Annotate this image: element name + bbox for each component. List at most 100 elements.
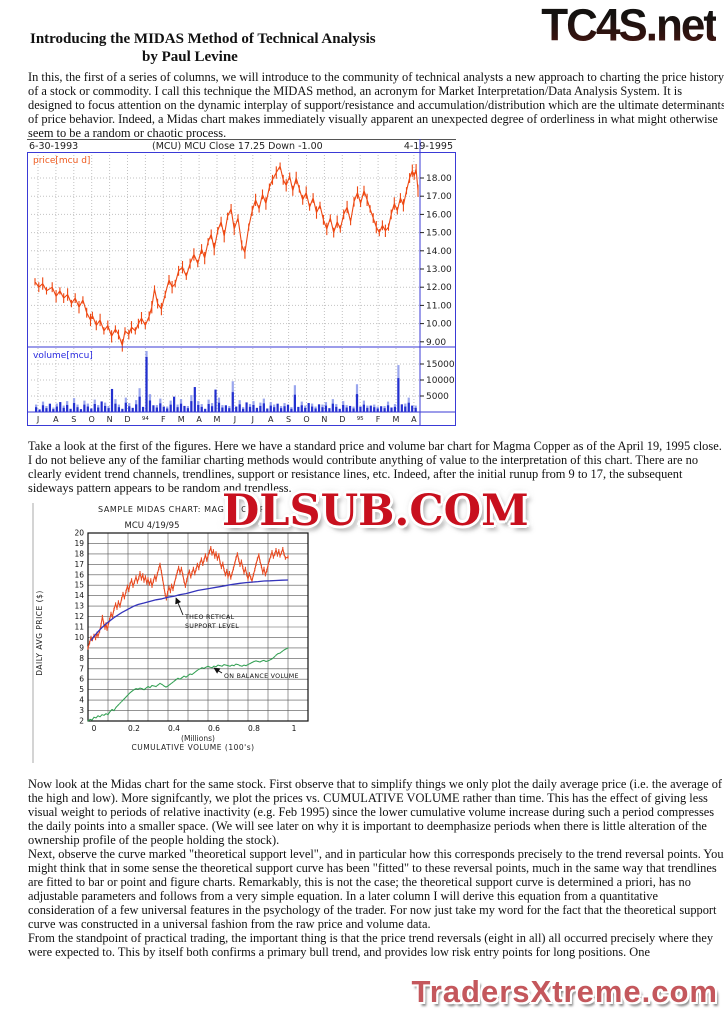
svg-text:6: 6	[79, 675, 84, 684]
svg-text:15: 15	[74, 581, 84, 590]
chart1-volume-bars	[35, 351, 417, 412]
svg-text:0.4: 0.4	[168, 724, 180, 733]
svg-text:5000: 5000	[426, 392, 449, 402]
svg-text:O: O	[89, 415, 95, 424]
svg-text:19: 19	[74, 539, 84, 548]
svg-text:13: 13	[74, 602, 84, 611]
svg-text:3: 3	[79, 706, 84, 715]
price-volume-chart: 6-30-1993 (MCU) MCU Close 17.25 Down -1.…	[27, 139, 456, 426]
svg-text:16.00: 16.00	[426, 210, 452, 220]
svg-text:18.00: 18.00	[426, 174, 452, 184]
midas-chart-series	[87, 546, 289, 722]
svg-text:17.00: 17.00	[426, 192, 452, 202]
midas-chart-svg: SAMPLE MIDAS CHART: MAGMA COPPER MCU 4/1…	[32, 503, 309, 763]
paragraph-first-figure: Take a look at the first of the figures.…	[28, 439, 722, 495]
svg-text:17: 17	[74, 560, 84, 569]
svg-text:18: 18	[74, 549, 84, 558]
annotation-text: SUPPORT LEVEL	[185, 623, 239, 630]
svg-text:12: 12	[74, 612, 84, 621]
svg-text:M: M	[178, 415, 185, 424]
svg-text:10.00: 10.00	[426, 320, 452, 330]
paragraph-intro: In this, the first of a series of column…	[28, 70, 724, 140]
svg-text:0.2: 0.2	[128, 724, 140, 733]
svg-text:F: F	[376, 415, 381, 424]
paragraph-support-curve: Next, observe the curve marked "theoreti…	[28, 847, 724, 931]
midas-chart: SAMPLE MIDAS CHART: MAGMA COPPER MCU 4/1…	[30, 503, 330, 765]
tc4s-logo: TC4S.net	[541, 0, 718, 51]
svg-text:1: 1	[292, 724, 297, 733]
svg-text:14.00: 14.00	[426, 247, 452, 257]
svg-text:10: 10	[74, 633, 84, 642]
chart1-price-pane-label: price[mcu d]	[33, 156, 90, 166]
dlsub-watermark: DLSUB.COM	[222, 486, 529, 536]
bottom-text-block: Now look at the Midas chart for the same…	[28, 777, 724, 959]
svg-text:D: D	[339, 415, 345, 424]
theoretical-support-line	[90, 579, 289, 641]
article-title: Introducing the MIDAS Method of Technica…	[30, 31, 376, 47]
article-byline: by Paul Levine	[142, 49, 238, 65]
price-volume-chart-svg: 6-30-1993 (MCU) MCU Close 17.25 Down -1.…	[27, 139, 456, 426]
annotation-arrow	[175, 597, 184, 616]
svg-text:13.00: 13.00	[426, 265, 452, 275]
svg-text:2: 2	[79, 717, 84, 726]
svg-text:N: N	[321, 415, 327, 424]
midas-chart-title: SAMPLE MIDAS CHART: MAGMA COPPER	[98, 505, 277, 514]
svg-text:D: D	[124, 415, 130, 424]
svg-text:5: 5	[79, 685, 84, 694]
svg-text:J: J	[36, 415, 39, 424]
svg-text:11: 11	[74, 623, 84, 632]
svg-text:J: J	[251, 415, 254, 424]
svg-text:7: 7	[79, 664, 84, 673]
annotation-text: THEO RETICAL	[184, 614, 235, 621]
svg-text:4: 4	[79, 696, 84, 705]
svg-text:A: A	[268, 415, 274, 424]
midas-chart-xlabel-cumvol: CUMULATIVE VOLUME (100's)	[131, 743, 254, 752]
svg-text:9.00: 9.00	[426, 338, 446, 348]
midas-chart-ylabel: DAILY AVG PRICE ($)	[35, 590, 44, 676]
on-balance-volume-line	[87, 647, 289, 722]
svg-text:94: 94	[142, 416, 149, 422]
svg-text:8: 8	[79, 654, 84, 663]
svg-text:J: J	[233, 415, 236, 424]
svg-text:M: M	[214, 415, 221, 424]
svg-text:15000: 15000	[426, 360, 455, 370]
svg-text:95: 95	[357, 416, 364, 422]
svg-text:16: 16	[74, 570, 84, 579]
svg-text:10000: 10000	[426, 376, 455, 386]
tradersxtreme-watermark: TradersXtreme.com	[411, 974, 718, 1009]
chart1-volume-pane-label: volume[mcu]	[33, 351, 93, 361]
daily-avg-price-line	[87, 546, 289, 650]
annotation-text: ON BALANCE VOLUME	[224, 673, 299, 680]
svg-text:S: S	[286, 415, 291, 424]
svg-text:20: 20	[74, 529, 84, 538]
chart1-gridlines	[31, 155, 419, 411]
midas-chart-subtitle: MCU 4/19/95	[125, 521, 180, 531]
svg-text:15.00: 15.00	[426, 229, 452, 239]
chart1-start-date: 6-30-1993	[29, 141, 78, 152]
svg-text:0: 0	[92, 724, 97, 733]
chart1-price-series	[34, 162, 419, 352]
paragraph-midas-chart: Now look at the Midas chart for the same…	[28, 777, 723, 847]
svg-text:S: S	[71, 415, 76, 424]
svg-text:9: 9	[79, 643, 84, 652]
annotation-arrow	[213, 667, 223, 674]
svg-text:O: O	[303, 415, 309, 424]
midas-chart-xlabel-millions: (Millions)	[181, 734, 215, 743]
chart1-end-date: 4-19-1995	[404, 141, 453, 152]
svg-text:M: M	[393, 415, 400, 424]
chart1-frame	[27, 139, 456, 426]
svg-text:A: A	[411, 415, 417, 424]
svg-text:F: F	[161, 415, 166, 424]
svg-text:A: A	[53, 415, 59, 424]
chart1-quote-line: (MCU) MCU Close 17.25 Down -1.00	[152, 141, 323, 152]
paragraph-practical-trading: From the standpoint of practical trading…	[28, 931, 714, 959]
svg-text:11.00: 11.00	[426, 301, 452, 311]
midas-chart-annotations: THEO RETICAL SUPPORT LEVEL ON BALANCE VOLU…	[175, 597, 299, 680]
svg-text:N: N	[107, 415, 113, 424]
svg-text:14: 14	[74, 591, 84, 600]
svg-text:0.6: 0.6	[208, 724, 220, 733]
svg-text:A: A	[196, 415, 202, 424]
svg-text:0.8: 0.8	[248, 724, 260, 733]
